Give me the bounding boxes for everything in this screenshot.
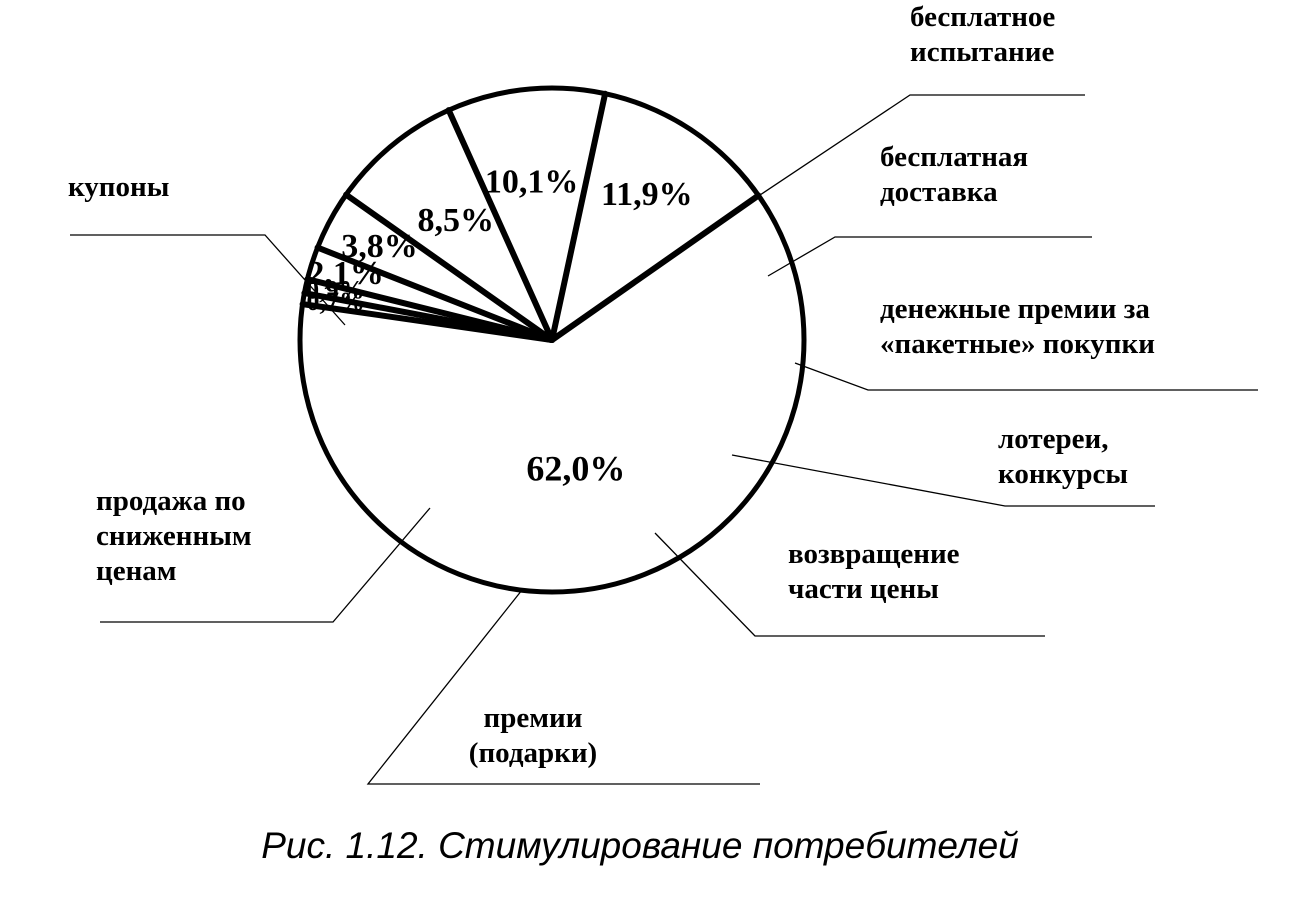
slice-category-label: купоны	[68, 171, 169, 203]
slice-value-label: 11,9%	[601, 176, 693, 213]
slice-value-label: 62,0%	[526, 448, 625, 488]
leader-line	[794, 362, 1258, 391]
leader-line	[731, 454, 1155, 507]
slice-boundary	[549, 90, 609, 343]
leader-line	[759, 94, 1085, 196]
slice-value-label: 0,7%	[306, 287, 365, 316]
slice-value-label: 3,8%	[341, 228, 418, 265]
slice-category-label: лотереи, конкурсы	[998, 423, 1128, 490]
slice-category-label: возвращение части цены	[788, 538, 960, 605]
leader-line	[70, 234, 346, 326]
leader-line	[366, 589, 760, 785]
slice-category-label: бесплатное испытание	[910, 1, 1055, 68]
slice-category-label: продажа по сниженным ценам	[96, 485, 252, 587]
slice-boundary	[343, 191, 555, 343]
leader-line	[767, 236, 1092, 277]
slice-value-label: 8,5%	[418, 202, 495, 239]
slice-boundary	[304, 276, 555, 343]
slice-value-label: 0,9%	[306, 276, 365, 305]
leader-line	[100, 507, 431, 623]
slice-boundary	[549, 192, 762, 343]
slice-category-label: денежные премии за «пакетные» покупки	[880, 293, 1155, 360]
leader-line	[654, 532, 1045, 637]
slice-value-label: 2,1%	[307, 255, 384, 292]
pie-outline	[297, 85, 807, 595]
figure-caption: Рис. 1.12. Стимулирование потребителей	[261, 825, 1019, 866]
slice-boundary	[445, 107, 555, 343]
slice-value-label: 10,1%	[485, 163, 579, 200]
slice-category-label: премии (подарки)	[469, 702, 597, 769]
slice-boundary	[314, 244, 555, 343]
slice-category-label: бесплатная доставка	[880, 141, 1028, 208]
